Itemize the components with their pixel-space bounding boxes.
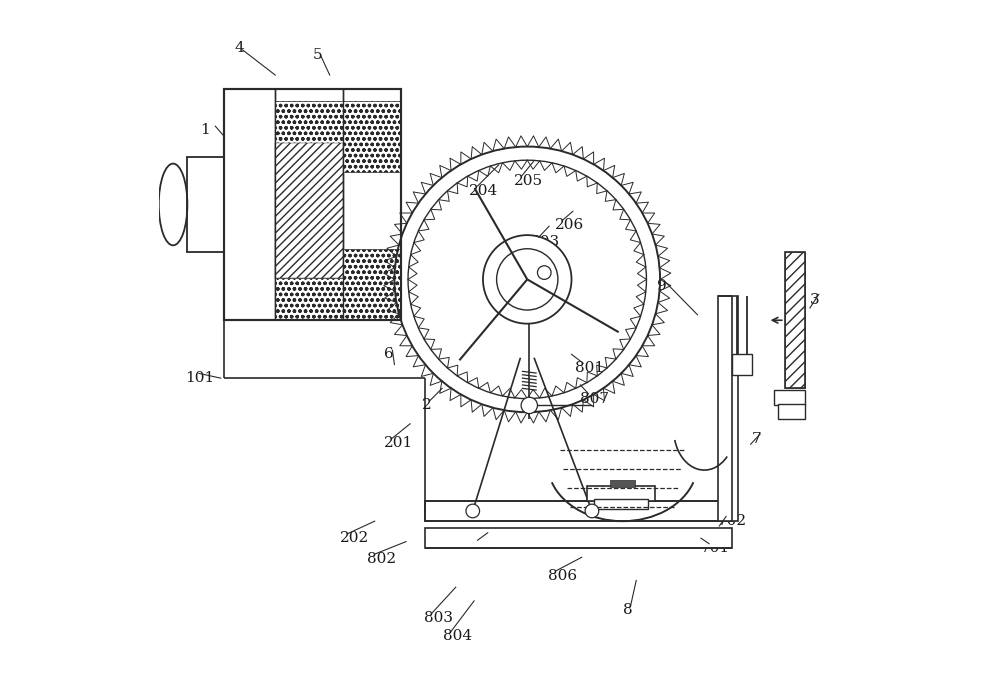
Text: 803: 803: [424, 611, 453, 625]
Bar: [594, 500, 648, 509]
Bar: [224, 89, 401, 320]
Bar: [275, 101, 343, 143]
Circle shape: [521, 398, 537, 414]
Text: 8: 8: [623, 603, 632, 616]
Bar: [275, 278, 343, 320]
Bar: [774, 391, 805, 405]
Bar: [785, 252, 805, 389]
Text: 9: 9: [657, 279, 666, 293]
Bar: [785, 252, 805, 389]
Bar: [718, 296, 738, 521]
Bar: [425, 528, 732, 548]
Text: 6: 6: [384, 348, 394, 361]
Bar: [343, 249, 401, 320]
Bar: [224, 89, 401, 320]
Text: 2: 2: [422, 398, 431, 412]
Bar: [425, 500, 732, 521]
Bar: [732, 354, 752, 375]
Circle shape: [466, 504, 480, 518]
Text: 201: 201: [384, 436, 413, 450]
Text: 1: 1: [200, 122, 210, 136]
Text: 101: 101: [185, 371, 215, 385]
Text: 3: 3: [810, 293, 820, 306]
Bar: [187, 157, 224, 252]
Text: 206: 206: [554, 218, 584, 232]
Text: 702: 702: [718, 514, 747, 528]
Text: 205: 205: [514, 174, 543, 188]
Circle shape: [585, 504, 599, 518]
Text: 203: 203: [531, 235, 560, 249]
Text: 7: 7: [752, 432, 762, 446]
Bar: [610, 480, 635, 487]
Bar: [587, 486, 655, 500]
Circle shape: [537, 265, 551, 279]
Text: 801: 801: [575, 361, 604, 375]
Bar: [343, 101, 401, 172]
Text: 805: 805: [469, 538, 498, 552]
Circle shape: [483, 235, 572, 324]
Text: 804: 804: [443, 629, 472, 644]
Text: 807: 807: [580, 391, 609, 406]
Circle shape: [497, 249, 558, 310]
Text: 701: 701: [701, 541, 730, 555]
Text: 202: 202: [340, 531, 369, 545]
Text: 5: 5: [313, 48, 322, 62]
Text: 204: 204: [469, 184, 499, 198]
Text: 802: 802: [367, 552, 396, 566]
Text: 806: 806: [548, 569, 577, 582]
Text: 4: 4: [234, 41, 244, 55]
Circle shape: [411, 163, 643, 395]
Bar: [778, 404, 805, 419]
Bar: [275, 143, 343, 278]
